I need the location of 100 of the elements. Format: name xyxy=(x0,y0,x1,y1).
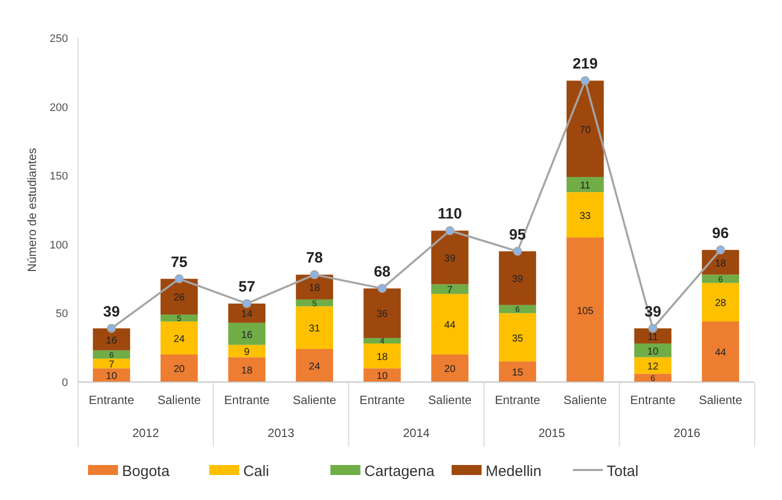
bar xyxy=(92,350,130,359)
data-label: 6 xyxy=(650,374,656,383)
data-label: 68 xyxy=(374,263,391,280)
data-label: 4 xyxy=(380,336,385,346)
data-label: 39 xyxy=(444,253,456,264)
bar xyxy=(634,343,672,358)
x-tick-label: Entrante xyxy=(630,393,676,407)
y-tick-label: 0 xyxy=(62,377,68,389)
data-label: 70 xyxy=(580,124,592,136)
data-label: 44 xyxy=(444,320,456,332)
data-label: 15 xyxy=(512,368,524,379)
x-tick-label: Entrante xyxy=(359,393,406,407)
data-label: 6 xyxy=(718,274,724,284)
data-label: 39 xyxy=(103,303,120,320)
data-label: 78 xyxy=(306,250,323,267)
bar xyxy=(431,284,468,294)
data-label: 11 xyxy=(648,332,658,343)
data-label: 5 xyxy=(312,298,318,308)
data-label: 24 xyxy=(308,361,320,372)
data-label: 219 xyxy=(572,56,598,73)
text: 2013 xyxy=(268,426,295,440)
point xyxy=(513,246,522,256)
data-label: 26 xyxy=(174,292,186,304)
data-label: 16 xyxy=(241,330,253,341)
point xyxy=(106,324,116,333)
bar xyxy=(364,338,401,344)
point xyxy=(378,284,387,293)
data-label: 18 xyxy=(308,283,320,294)
bar xyxy=(566,176,604,192)
bar xyxy=(498,304,536,314)
bar xyxy=(498,251,536,305)
legend-label: Total xyxy=(606,463,638,480)
data-label: 20 xyxy=(444,364,456,376)
bar xyxy=(431,354,468,382)
bar xyxy=(431,230,468,284)
bar xyxy=(634,357,672,374)
bar xyxy=(634,374,672,382)
bar xyxy=(364,288,401,338)
legend-label: Medellin xyxy=(486,463,542,480)
bar xyxy=(498,361,536,382)
bar xyxy=(160,314,198,322)
bar xyxy=(702,282,740,322)
data-label: 96 xyxy=(712,224,729,242)
legend-label: Bogota xyxy=(122,463,170,480)
bar xyxy=(431,294,468,354)
point xyxy=(445,226,454,236)
bar xyxy=(702,274,740,283)
data-label: 18 xyxy=(376,352,388,363)
bar xyxy=(296,299,334,306)
bar xyxy=(498,313,536,362)
data-label: 6 xyxy=(109,350,114,360)
data-label: 6 xyxy=(515,305,520,314)
bar xyxy=(92,368,130,382)
x-tick-label: Saliente xyxy=(292,393,336,407)
data-label: 39 xyxy=(512,274,524,286)
data-label: 75 xyxy=(170,254,188,271)
y-tick-label: 100 xyxy=(50,239,68,252)
data-label: 33 xyxy=(580,210,592,222)
text: 2012 xyxy=(132,426,160,440)
text: 2014 xyxy=(402,426,430,440)
bar xyxy=(160,321,198,354)
x-tick-label: Saliente xyxy=(698,393,743,407)
bar xyxy=(228,304,266,323)
data-label: 14 xyxy=(241,309,253,320)
text: 2016 xyxy=(674,426,701,440)
point xyxy=(242,299,252,308)
data-label: 57 xyxy=(238,278,256,296)
data-label: 95 xyxy=(509,226,526,244)
data-label: 24 xyxy=(174,334,186,345)
y-tick-label: 200 xyxy=(50,102,68,114)
data-label: 35 xyxy=(512,333,524,344)
bar xyxy=(566,192,604,238)
bar xyxy=(228,322,266,345)
point xyxy=(648,324,658,333)
x-tick-label: Entrante xyxy=(224,393,270,407)
point xyxy=(310,270,319,280)
data-label: 9 xyxy=(244,347,250,358)
point xyxy=(716,245,726,254)
bar xyxy=(92,328,130,350)
legend-label: Cali xyxy=(243,463,270,480)
data-label: 5 xyxy=(176,314,182,324)
x-tick-label: Entrante xyxy=(494,393,541,407)
data-label: 110 xyxy=(438,206,462,223)
data-label: 11 xyxy=(580,180,591,192)
x-tick-label: Saliente xyxy=(563,393,608,407)
y-axis-title: Número de estudiantes xyxy=(25,148,39,272)
bar xyxy=(566,238,604,382)
data-label: 44 xyxy=(714,348,727,359)
data-label: 18 xyxy=(714,258,727,270)
bar xyxy=(566,80,604,177)
data-label: 12 xyxy=(647,361,659,372)
data-label: 7 xyxy=(447,285,454,296)
data-label: 105 xyxy=(576,306,594,317)
x-tick-label: Saliente xyxy=(157,393,202,407)
data-label: 20 xyxy=(174,364,186,376)
text: 2015 xyxy=(538,426,566,440)
data-label: 18 xyxy=(241,366,253,377)
bar xyxy=(364,343,401,368)
data-label: 10 xyxy=(106,371,118,382)
bar xyxy=(228,357,266,382)
